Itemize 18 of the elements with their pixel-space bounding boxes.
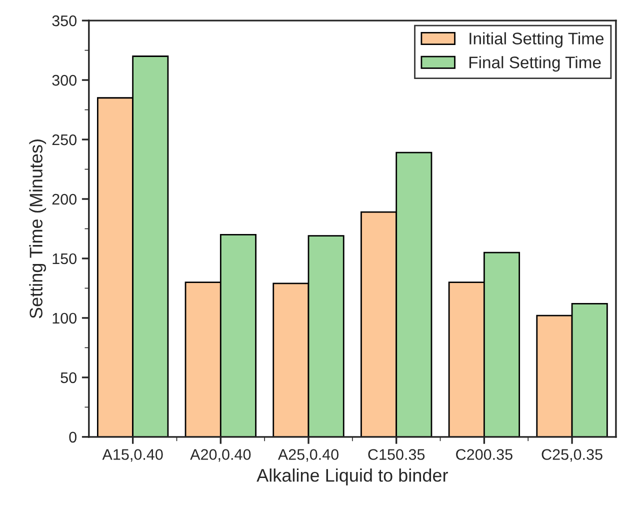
x-tick-label: C25,0.35 — [542, 449, 602, 462]
x-tick-label: C150.35 — [368, 449, 425, 460]
legend-label: Final Setting Time — [469, 56, 601, 72]
legend-label: Initial Setting Time — [470, 32, 604, 48]
y-tick-label: 100 — [52, 312, 76, 324]
y-tick-label: 350 — [52, 15, 76, 26]
y-tick-label: 0 — [69, 432, 76, 443]
y-tick-label: 250 — [52, 134, 76, 146]
y-tick-label: 150 — [52, 253, 76, 264]
y-tick-label: 300 — [52, 74, 76, 86]
x-tick-label: C200.35 — [456, 449, 512, 460]
y-axis-title: Setting Time (Minutes) — [29, 140, 46, 318]
y-tick-label: 200 — [52, 194, 76, 205]
x-tick-label: A20,0.40 — [190, 449, 251, 462]
x-axis-title: Alkaline Liquid to binder — [256, 468, 448, 486]
x-tick-label: A15,0.40 — [102, 449, 163, 462]
x-tick-label: A25,0.40 — [278, 449, 338, 462]
y-tick-label: 50 — [60, 372, 76, 384]
